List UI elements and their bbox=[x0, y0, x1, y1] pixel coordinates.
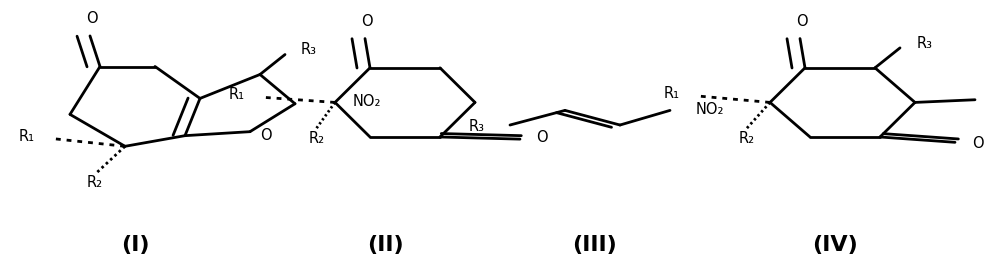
Text: R₁: R₁ bbox=[664, 86, 680, 101]
Text: R₃: R₃ bbox=[301, 42, 317, 57]
Text: R₂: R₂ bbox=[87, 175, 103, 190]
Text: R₂: R₂ bbox=[309, 131, 325, 146]
Text: NO₂: NO₂ bbox=[353, 94, 381, 109]
Text: (IV): (IV) bbox=[812, 235, 858, 255]
Text: R₂: R₂ bbox=[739, 131, 755, 146]
Text: O: O bbox=[972, 136, 984, 151]
Text: R₃: R₃ bbox=[469, 119, 485, 134]
Text: R₃: R₃ bbox=[917, 36, 933, 51]
Text: R₁: R₁ bbox=[19, 129, 35, 144]
Text: O: O bbox=[86, 11, 98, 26]
Text: (I): (I) bbox=[121, 235, 149, 255]
Text: O: O bbox=[536, 130, 548, 145]
Text: (III): (III) bbox=[573, 235, 617, 255]
Text: O: O bbox=[260, 128, 272, 143]
Text: (II): (II) bbox=[367, 235, 403, 255]
Text: R₁: R₁ bbox=[229, 88, 245, 102]
Text: O: O bbox=[796, 14, 808, 29]
Text: NO₂: NO₂ bbox=[696, 102, 724, 117]
Text: O: O bbox=[361, 14, 373, 29]
